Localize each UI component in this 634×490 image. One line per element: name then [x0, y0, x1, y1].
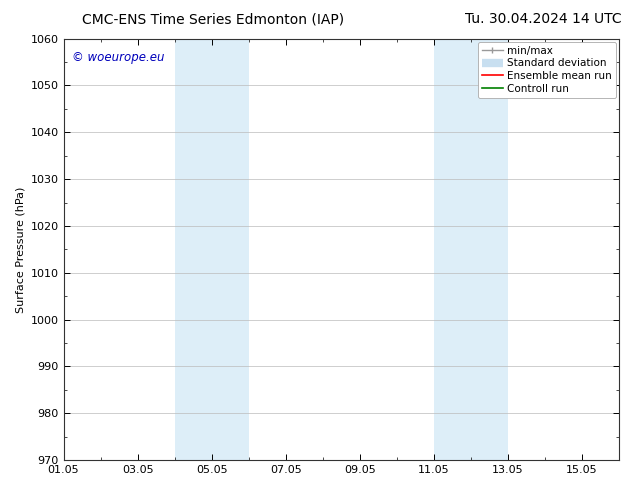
Bar: [174, 39, 249, 460]
Legend: min/max, Standard deviation, Ensemble mean run, Controll run: min/max, Standard deviation, Ensemble me…: [478, 42, 616, 98]
Text: © woeurope.eu: © woeurope.eu: [72, 51, 164, 64]
Text: Tu. 30.04.2024 14 UTC: Tu. 30.04.2024 14 UTC: [465, 12, 621, 26]
Text: CMC-ENS Time Series Edmonton (IAP): CMC-ENS Time Series Edmonton (IAP): [82, 12, 344, 26]
Y-axis label: Surface Pressure (hPa): Surface Pressure (hPa): [15, 186, 25, 313]
Bar: [434, 39, 508, 460]
